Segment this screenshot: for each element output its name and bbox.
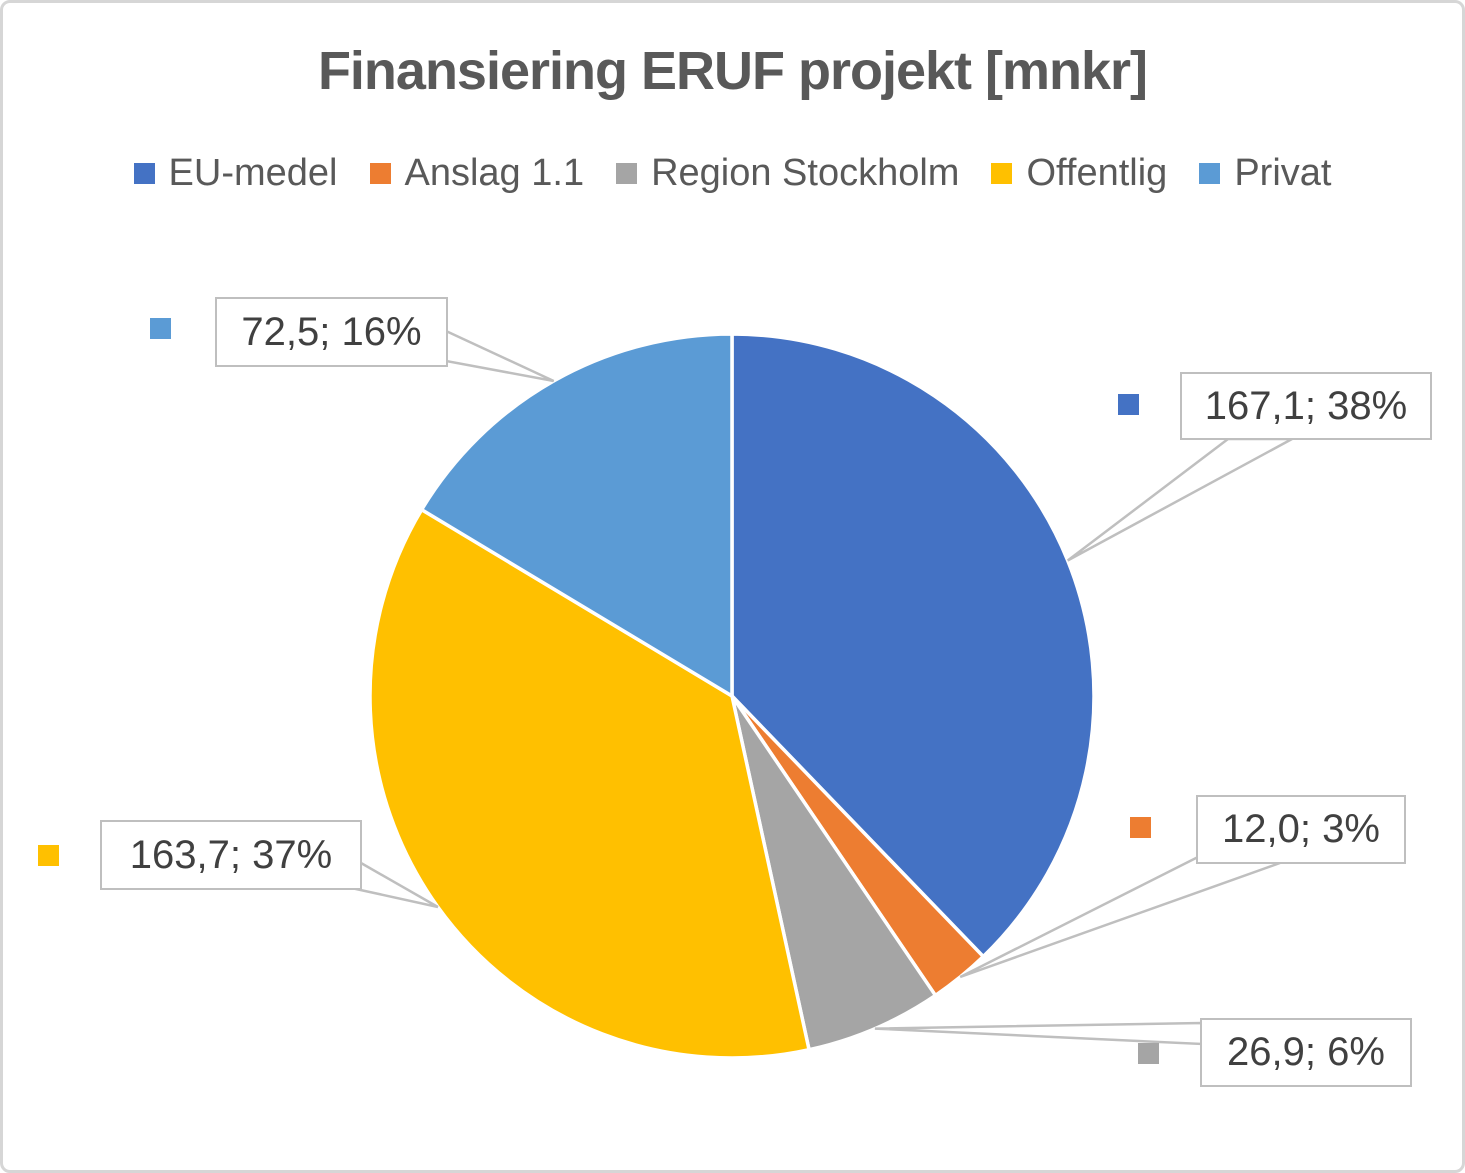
data-label-offentlig[interactable]: 163,7; 37% [100, 820, 362, 890]
chart-legend: EU-medel Anslag 1.1 Region Stockholm Off… [0, 152, 1465, 195]
label-key-icon-eu-medel [1118, 394, 1139, 415]
leader-line-eu-medel [1066, 437, 1293, 562]
legend-swatch-icon [369, 163, 391, 184]
data-label-text: 72,5; 16% [241, 309, 422, 354]
legend-item-label: EU-medel [168, 152, 338, 194]
leader-line-privat [444, 329, 555, 383]
chart-title: Finansiering ERUF projekt [mnkr] [317, 41, 1148, 101]
data-label-privat[interactable]: 72,5; 16% [215, 297, 448, 367]
legend-swatch-icon [1199, 163, 1221, 184]
label-key-icon-anslag-1-1 [1130, 817, 1151, 838]
data-label-text: 167,1; 38% [1204, 383, 1408, 428]
legend-item-label: Offentlig [1026, 152, 1168, 194]
data-label-text: 26,9; 6% [1227, 1030, 1385, 1074]
data-label-anslag-1-1[interactable]: 12,0; 3% [1196, 795, 1406, 864]
data-label-eu-medel[interactable]: 167,1; 38% [1180, 372, 1432, 440]
legend-item-privat[interactable]: Privat [1199, 152, 1331, 195]
legend-item-label: Region Stockholm [651, 152, 960, 194]
legend-item-region-stockholm[interactable]: Region Stockholm [616, 152, 959, 195]
pie-slice-eu-medel[interactable] [730, 332, 1096, 959]
leader-line-region-stockholm [874, 1021, 1204, 1046]
pie-slice-region-stockholm[interactable] [730, 694, 938, 1052]
data-label-text: 12,0; 3% [1222, 807, 1380, 851]
legend-swatch-icon [991, 163, 1013, 184]
data-label-region-stockholm[interactable]: 26,9; 6% [1200, 1018, 1412, 1087]
legend-item-anslag-1-1[interactable]: Anslag 1.1 [369, 152, 585, 195]
label-key-icon-offentlig [38, 845, 59, 866]
legend-swatch-icon [616, 163, 638, 184]
legend-swatch-icon [133, 163, 155, 184]
label-key-icon-privat [150, 318, 171, 339]
legend-item-label: Anslag 1.1 [404, 152, 585, 194]
legend-item-eu-medel[interactable]: EU-medel [133, 152, 338, 195]
label-key-icon-region-stockholm [1138, 1043, 1159, 1064]
legend-item-label: Privat [1234, 152, 1332, 194]
legend-item-offentlig[interactable]: Offentlig [991, 152, 1167, 195]
data-label-text: 163,7; 37% [129, 832, 333, 877]
